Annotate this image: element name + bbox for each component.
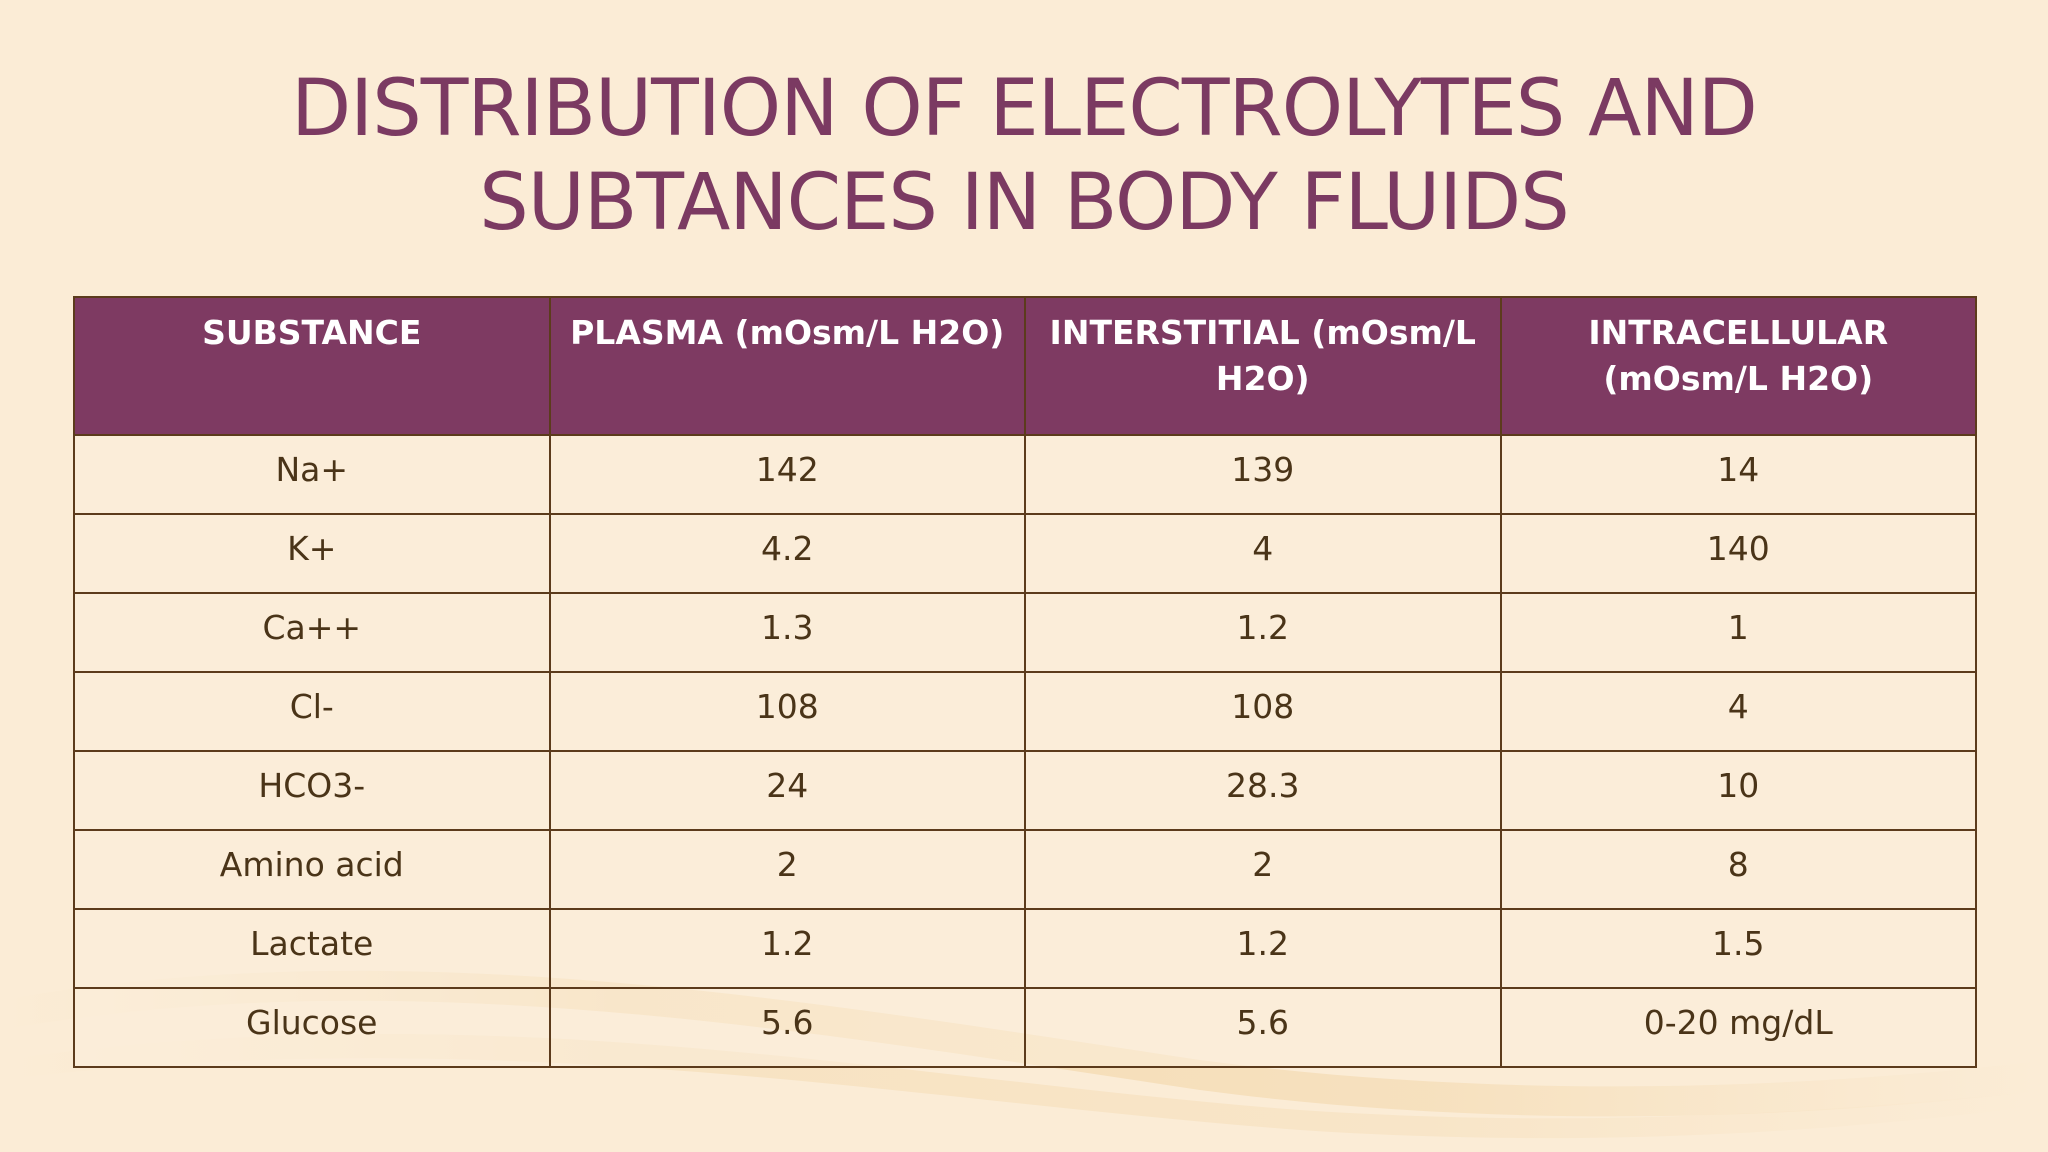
table-body: Na+ 142 139 14 K+ 4.2 4 140 Ca++ 1.3 1.2… xyxy=(73,434,1977,1068)
header-plasma: PLASMA (mOsm/L H2O) xyxy=(548,296,1026,436)
table-row: Glucose 5.6 5.6 0-20 mg/dL xyxy=(73,987,1977,1068)
table-header: SUBSTANCE PLASMA (mOsm/L H2O) INTERSTITI… xyxy=(73,296,1977,436)
table-row: Cl- 108 108 4 xyxy=(73,671,1977,752)
table-row: Na+ 142 139 14 xyxy=(73,434,1977,515)
cell-interstitial: 5.6 xyxy=(1024,987,1502,1068)
header-intracellular: INTRACELLULAR (mOsm/L H2O) xyxy=(1499,296,1977,436)
cell-substance: HCO3- xyxy=(73,750,551,831)
cell-plasma: 108 xyxy=(548,671,1026,752)
cell-intracellular: 1.5 xyxy=(1499,908,1977,989)
cell-interstitial: 139 xyxy=(1024,434,1502,515)
cell-substance: Cl- xyxy=(73,671,551,752)
cell-intracellular: 1 xyxy=(1499,592,1977,673)
electrolyte-table: SUBSTANCE PLASMA (mOsm/L H2O) INTERSTITI… xyxy=(73,296,1977,1068)
cell-interstitial: 2 xyxy=(1024,829,1502,910)
table-row: Lactate 1.2 1.2 1.5 xyxy=(73,908,1977,989)
cell-plasma: 4.2 xyxy=(548,513,1026,594)
cell-interstitial: 1.2 xyxy=(1024,908,1502,989)
cell-intracellular: 14 xyxy=(1499,434,1977,515)
slide-title-line-2: SUBTANCES IN BODY FLUIDS xyxy=(479,158,1569,248)
cell-plasma: 1.3 xyxy=(548,592,1026,673)
cell-interstitial: 108 xyxy=(1024,671,1502,752)
cell-interstitial: 4 xyxy=(1024,513,1502,594)
cell-substance: Lactate xyxy=(73,908,551,989)
cell-plasma: 5.6 xyxy=(548,987,1026,1068)
cell-substance: Glucose xyxy=(73,987,551,1068)
table-row: HCO3- 24 28.3 10 xyxy=(73,750,1977,831)
cell-interstitial: 28.3 xyxy=(1024,750,1502,831)
header-substance: SUBSTANCE xyxy=(73,296,551,436)
cell-plasma: 24 xyxy=(548,750,1026,831)
cell-interstitial: 1.2 xyxy=(1024,592,1502,673)
table-row: Amino acid 2 2 8 xyxy=(73,829,1977,910)
slide-title-line-1: DISTRIBUTION OF ELECTROLYTES AND xyxy=(291,64,1758,154)
cell-substance: K+ xyxy=(73,513,551,594)
cell-substance: Amino acid xyxy=(73,829,551,910)
cell-plasma: 142 xyxy=(548,434,1026,515)
slide-title: DISTRIBUTION OF ELECTROLYTES AND SUBTANC… xyxy=(0,62,2048,250)
cell-plasma: 2 xyxy=(548,829,1026,910)
cell-intracellular: 4 xyxy=(1499,671,1977,752)
cell-intracellular: 0-20 mg/dL xyxy=(1499,987,1977,1068)
cell-plasma: 1.2 xyxy=(548,908,1026,989)
header-interstitial: INTERSTITIAL (mOsm/L H2O) xyxy=(1024,296,1502,436)
cell-intracellular: 140 xyxy=(1499,513,1977,594)
table-row: K+ 4.2 4 140 xyxy=(73,513,1977,594)
table-row: Ca++ 1.3 1.2 1 xyxy=(73,592,1977,673)
cell-intracellular: 8 xyxy=(1499,829,1977,910)
cell-substance: Ca++ xyxy=(73,592,551,673)
cell-substance: Na+ xyxy=(73,434,551,515)
cell-intracellular: 10 xyxy=(1499,750,1977,831)
table-header-row: SUBSTANCE PLASMA (mOsm/L H2O) INTERSTITI… xyxy=(73,296,1977,436)
